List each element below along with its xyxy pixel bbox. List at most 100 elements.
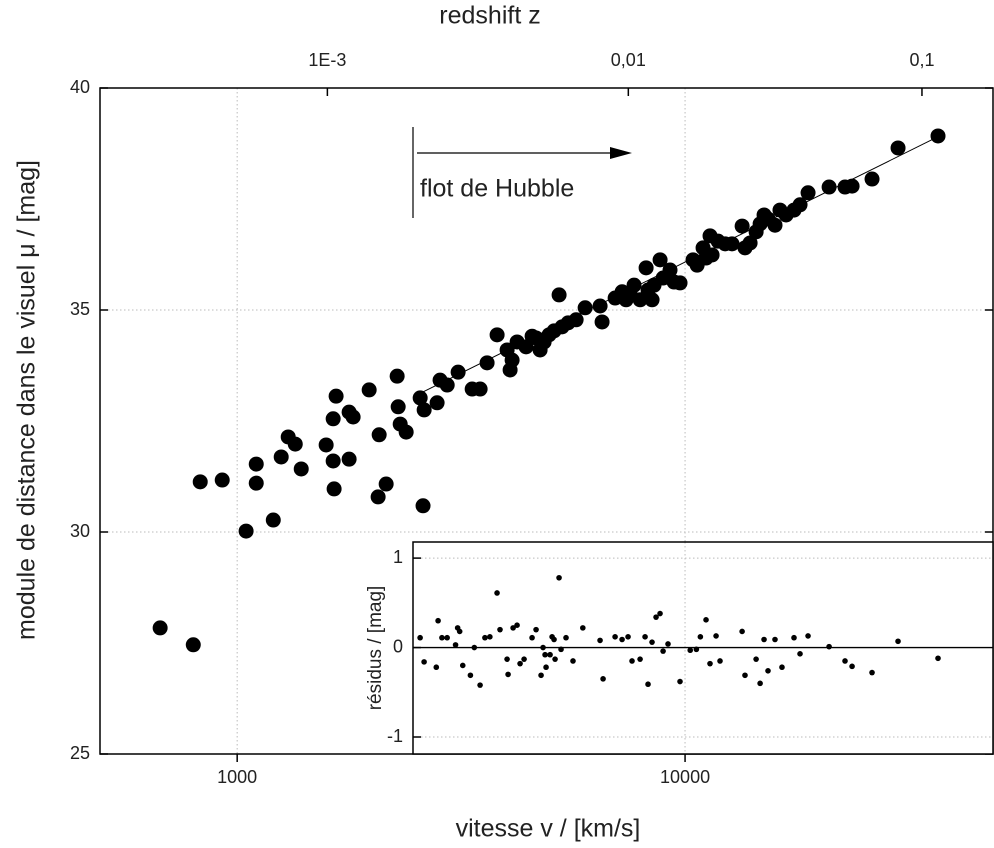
- data-point: [657, 610, 663, 617]
- data-point: [551, 636, 557, 643]
- plot-layer: 25 30 35 40 1000 10000 1E-3 0,01 0,1 -1 0 1 résidus …: [70, 50, 994, 787]
- data-point: [273, 449, 289, 465]
- data-point: [152, 620, 168, 636]
- data-point: [504, 656, 510, 662]
- arrow-head: [610, 147, 632, 159]
- data-point: [497, 626, 503, 633]
- data-point: [704, 247, 720, 263]
- data-point: [765, 668, 771, 674]
- data-point: [660, 648, 666, 654]
- data-point: [439, 377, 455, 393]
- data-point: [421, 659, 427, 665]
- y-tick-label: 25: [70, 743, 90, 763]
- data-point: [638, 260, 654, 276]
- data-point: [371, 427, 387, 443]
- data-point: [577, 300, 593, 316]
- data-point: [844, 178, 860, 194]
- data-point: [452, 642, 459, 648]
- x2-axis-label: redshift z: [439, 2, 540, 30]
- data-point: [185, 637, 201, 653]
- data-point: [797, 651, 803, 657]
- data-point: [435, 617, 441, 624]
- data-point: [707, 660, 713, 667]
- annotation: flot de Hubble: [420, 175, 574, 203]
- data-point: [742, 235, 758, 251]
- data-point: [477, 682, 483, 688]
- data-point: [580, 625, 586, 631]
- data-point: [459, 662, 466, 669]
- data-point: [415, 498, 431, 514]
- data-point: [645, 681, 651, 688]
- data-point: [556, 574, 562, 581]
- data-point: [192, 474, 208, 490]
- data-point: [370, 489, 386, 505]
- data-point: [644, 292, 660, 308]
- data-point: [734, 218, 750, 234]
- data-point: [533, 626, 539, 633]
- data-point: [538, 672, 544, 679]
- data-point: [821, 179, 837, 195]
- data-point: [472, 381, 488, 397]
- data-point: [649, 639, 655, 645]
- data-point: [389, 368, 405, 384]
- data-point: [800, 185, 816, 201]
- data-point: [935, 655, 941, 662]
- data-point: [521, 656, 527, 662]
- data-point: [767, 217, 783, 233]
- data-point: [238, 523, 254, 539]
- data-point: [625, 634, 631, 640]
- data-point: [417, 634, 423, 641]
- data-point: [482, 634, 488, 641]
- data-point: [328, 388, 344, 404]
- panel: -1 0 1 résidus / [mag]: [365, 541, 994, 755]
- data-point: [570, 658, 576, 664]
- data-point: [772, 636, 778, 643]
- data-point: [510, 625, 516, 631]
- data-point: [597, 637, 603, 644]
- data-point: [444, 634, 450, 641]
- data-point: [378, 476, 394, 492]
- data-point: [600, 676, 606, 682]
- data-point: [642, 634, 648, 640]
- data-point: [665, 641, 671, 647]
- data-point: [489, 327, 505, 343]
- data-point: [713, 633, 719, 639]
- data-point: [318, 437, 334, 453]
- data-point: [739, 628, 745, 635]
- data-point: [662, 262, 678, 278]
- data-point: [864, 171, 880, 187]
- data-point: [433, 664, 440, 671]
- data-point: [514, 622, 520, 628]
- data-point: [895, 638, 901, 645]
- data-point: [619, 636, 625, 643]
- data-point: [293, 461, 309, 477]
- x2-tick-label: 0,1: [909, 50, 934, 70]
- data-point: [687, 647, 694, 654]
- data-point: [325, 453, 341, 469]
- data-point: [672, 275, 688, 291]
- data-point: [612, 634, 618, 640]
- data-point: [703, 617, 709, 623]
- x-tick-label: 1000: [217, 767, 257, 787]
- data-point: [529, 634, 535, 641]
- data-point: [326, 481, 342, 497]
- data-point: [792, 197, 808, 213]
- x2-tick-label: 0,01: [611, 50, 646, 70]
- data-point: [412, 390, 428, 406]
- data-point: [345, 409, 361, 425]
- data-point: [592, 298, 608, 314]
- data-point: [724, 236, 740, 252]
- data-point: [563, 634, 569, 641]
- y-axis-label: module de distance dans le visuel μ / [m…: [13, 160, 41, 640]
- data-point: [869, 669, 875, 676]
- data-point: [697, 634, 704, 640]
- y-tick-label: -1: [387, 726, 403, 746]
- data-point: [439, 634, 445, 641]
- data-point: [552, 656, 558, 662]
- data-point: [517, 660, 523, 667]
- x-axis-label: vitesse v / [km/s]: [456, 815, 641, 843]
- data-point: [805, 633, 811, 639]
- panel: 25 30 35 40 1000 10000 1E-3 0,01 0,1: [70, 50, 994, 787]
